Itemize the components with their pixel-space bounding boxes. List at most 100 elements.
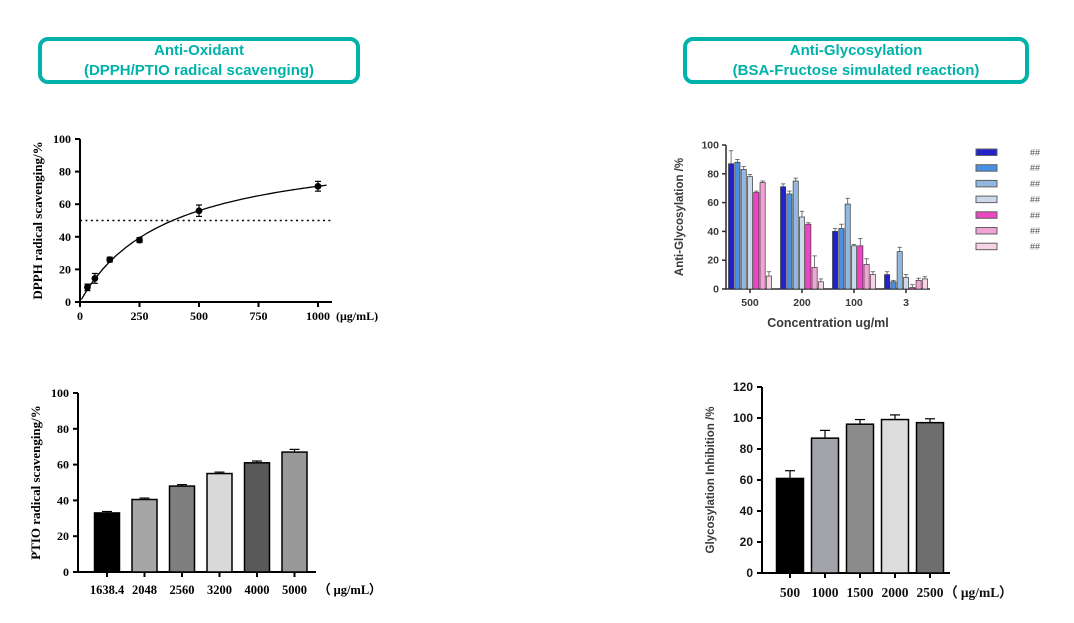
y-axis-label: PTIO radical scavenging/% bbox=[28, 405, 43, 560]
data-point bbox=[91, 274, 99, 282]
legend-swatch bbox=[975, 148, 998, 156]
antioxidant-header: Anti-Oxidant (DPPH/PTIO radical scavengi… bbox=[38, 37, 360, 84]
x-category-label: 2048 bbox=[132, 583, 157, 597]
antiglyco-chart-svg: 0 20 40 60 80 100 500 200 100 3 Concentration ug/m… bbox=[674, 140, 1040, 331]
grouped-bar bbox=[863, 264, 870, 290]
y-axis-label: DPPH radical scavenging/% bbox=[30, 141, 45, 299]
x-axis-unit-label: （ μg/mL） bbox=[944, 585, 1013, 600]
y-tick-label: 40 bbox=[57, 493, 69, 507]
grouped-bar bbox=[909, 287, 916, 290]
ptio-bar-chart: 0 20 40 60 80 100 1638.4 2048 2560 3200 4000 5000 （ … bbox=[18, 372, 418, 623]
legend-label: ## bbox=[1030, 210, 1040, 220]
bar bbox=[243, 462, 271, 573]
ptio-chart-svg: 0 20 40 60 80 100 1638.4 2048 2560 3200 4000 5000 （ … bbox=[28, 386, 382, 597]
legend-label: ## bbox=[1030, 148, 1040, 158]
antiglycosylation-grouped-bar-chart: 0 20 40 60 80 100 500 200 100 3 Concentration ug/m… bbox=[658, 128, 1074, 347]
y-tick-label: 60 bbox=[59, 197, 71, 211]
bar bbox=[880, 418, 910, 574]
y-tick-label: 0 bbox=[746, 566, 753, 580]
x-category-label: 500 bbox=[741, 297, 759, 309]
y-tick-label: 40 bbox=[59, 230, 71, 244]
grouped-bar bbox=[799, 216, 805, 290]
y-tick-label: 60 bbox=[57, 458, 69, 472]
x-axis-unit-label: （ μg/mL） bbox=[318, 582, 382, 597]
y-tick-label: 20 bbox=[707, 255, 719, 267]
data-point bbox=[136, 236, 143, 244]
x-category-label: 500 bbox=[780, 585, 801, 600]
x-tick-label: 0 bbox=[77, 309, 83, 323]
x-tick-label: 500 bbox=[190, 309, 208, 323]
grouped-bar bbox=[811, 267, 818, 290]
x-category-label: 2000 bbox=[882, 585, 909, 600]
x-tick-label: 250 bbox=[131, 309, 149, 323]
y-axis-label: Anti-Glycosylation /% bbox=[674, 158, 686, 276]
grouped-bar bbox=[753, 192, 760, 290]
data-point bbox=[314, 182, 322, 190]
grouped-bar bbox=[915, 280, 922, 290]
grouped-bar bbox=[884, 274, 891, 290]
data-point bbox=[106, 256, 114, 264]
bar bbox=[915, 421, 945, 574]
dpph-scatter-chart: 0 20 40 60 80 100 0 250 500 750 1000 (μg/mL) DPPH ra… bbox=[18, 126, 418, 345]
y-tick-label: 100 bbox=[51, 386, 69, 400]
x-category-label: 4000 bbox=[245, 583, 270, 597]
x-tick-label: 1000 bbox=[306, 309, 330, 323]
y-tick-label: 100 bbox=[53, 132, 71, 146]
y-tick-label: 20 bbox=[740, 535, 754, 549]
bar bbox=[281, 451, 308, 573]
y-tick-label: 60 bbox=[707, 197, 719, 209]
data-point bbox=[195, 207, 203, 215]
legend-swatch bbox=[975, 179, 998, 188]
y-tick-label: 0 bbox=[713, 284, 719, 296]
grouped-bar bbox=[921, 278, 928, 290]
x-axis-label: Concentration ug/ml bbox=[767, 316, 889, 330]
grouped-bar bbox=[838, 228, 845, 290]
x-category-label: 5000 bbox=[282, 583, 307, 597]
y-tick-label: 100 bbox=[733, 411, 753, 425]
y-tick-label: 80 bbox=[57, 422, 69, 436]
x-category-label: 2500 bbox=[917, 585, 944, 600]
grouped-bar bbox=[747, 176, 753, 290]
x-category-label: 1500 bbox=[847, 585, 874, 600]
y-tick-label: 80 bbox=[707, 168, 719, 180]
fit-curve bbox=[80, 184, 327, 300]
legend-label: ## bbox=[1030, 226, 1040, 236]
x-category-label: 1000 bbox=[812, 585, 839, 600]
bar bbox=[93, 512, 121, 573]
antioxidant-header-subtitle: (DPPH/PTIO radical scavenging) bbox=[83, 61, 315, 79]
legend-swatch bbox=[975, 195, 998, 204]
y-tick-label: 80 bbox=[59, 165, 71, 179]
grouped-bar bbox=[786, 193, 793, 290]
y-tick-label: 120 bbox=[733, 380, 753, 394]
grouped-bar bbox=[759, 182, 766, 290]
x-category-label: 3 bbox=[903, 297, 909, 309]
grouped-bar bbox=[896, 251, 903, 290]
grouped-bar bbox=[765, 275, 772, 290]
grouped-bar bbox=[903, 277, 909, 290]
grouped-bar bbox=[740, 169, 747, 290]
glyco-chart-svg: 0 20 40 60 80 100 120 500 1000 1500 2000 2500 （ μg/m… bbox=[705, 380, 1013, 600]
antiglycosylation-header-title: Anti-Glycosylation bbox=[789, 41, 923, 59]
bar bbox=[810, 437, 840, 574]
grouped-bar bbox=[851, 245, 857, 290]
grouped-bar bbox=[844, 203, 851, 290]
bar bbox=[775, 477, 805, 574]
x-tick-label: 750 bbox=[250, 309, 268, 323]
y-tick-label: 40 bbox=[740, 504, 754, 518]
bar bbox=[131, 498, 158, 573]
legend-swatch bbox=[975, 227, 998, 235]
data-point bbox=[84, 283, 91, 291]
y-tick-label: 20 bbox=[59, 262, 71, 276]
grouped-bar bbox=[857, 245, 864, 290]
x-category-label: 100 bbox=[845, 297, 863, 309]
grouped-bar bbox=[817, 281, 824, 290]
grouped-bar bbox=[869, 274, 876, 290]
legend-swatch bbox=[975, 242, 998, 251]
legend-label: ## bbox=[1030, 242, 1040, 252]
legend-swatch bbox=[975, 164, 998, 172]
grouped-bar bbox=[832, 231, 839, 290]
grouped-bar bbox=[805, 223, 812, 290]
legend-label: ## bbox=[1030, 163, 1040, 173]
